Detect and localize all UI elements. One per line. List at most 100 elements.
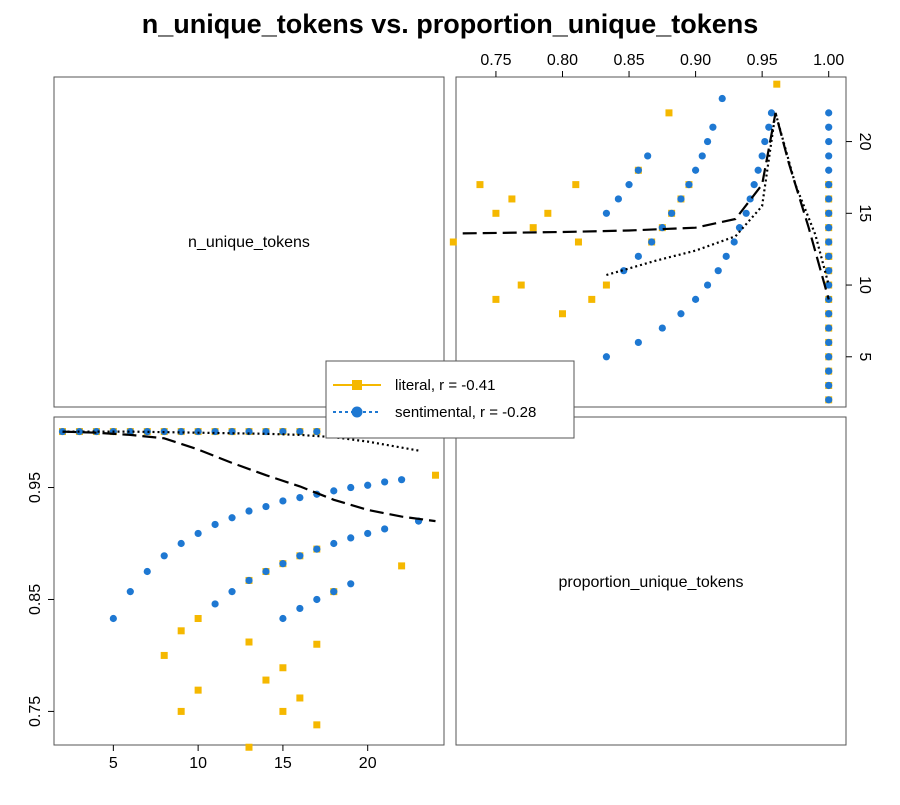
point-sentimental-top — [825, 109, 833, 117]
chart-title: n_unique_tokens vs. proportion_unique_to… — [142, 9, 759, 39]
diag-label-n: n_unique_tokens — [188, 234, 310, 251]
point-sentimental-bottom — [279, 614, 287, 623]
point-sentimental-bottom — [279, 560, 287, 568]
point-sentimental-top — [825, 137, 833, 146]
point-sentimental-bottom — [279, 427, 287, 436]
point-literal-bottom — [398, 562, 406, 570]
point-sentimental-top — [698, 152, 706, 160]
point-sentimental-top — [761, 137, 769, 146]
axes: 5 10 15 20 0.75 0.85 0.95 0.75 0.80 0.85 0.90 0.95 1… — [27, 52, 873, 772]
smooth-sentimental-top — [606, 112, 830, 286]
point-literal-bottom — [279, 664, 287, 672]
point-sentimental-bottom — [211, 520, 219, 529]
point-sentimental-bottom — [228, 514, 236, 522]
y-tick-label-p: 0.75 — [27, 696, 44, 727]
point-literal-bottom — [245, 743, 253, 751]
point-sentimental-bottom — [245, 507, 253, 515]
point-sentimental-top — [668, 209, 676, 217]
point-sentimental-bottom — [364, 529, 372, 538]
diag-label-p: proportion_unique_tokens — [558, 574, 743, 591]
point-literal-top — [492, 209, 500, 217]
smooth-literal-bottom — [62, 430, 436, 523]
point-sentimental-bottom — [364, 481, 372, 489]
point-literal-top — [449, 238, 457, 246]
point-sentimental-bottom — [330, 539, 338, 548]
point-sentimental-bottom — [143, 427, 151, 436]
x-tick-label-p-top: 0.75 — [480, 52, 511, 69]
legend-literal-label: literal, r = -0.41 — [395, 377, 495, 394]
point-literal-top — [517, 281, 525, 289]
point-sentimental-top — [644, 152, 652, 160]
point-sentimental-bottom — [109, 614, 117, 623]
point-sentimental-top — [709, 123, 717, 131]
point-sentimental-bottom — [194, 427, 202, 436]
point-sentimental-bottom — [126, 427, 134, 436]
point-literal-top — [588, 295, 596, 303]
point-sentimental-bottom — [330, 588, 338, 596]
y-tick-label-n-right: 10 — [856, 276, 873, 294]
point-literal-top — [558, 310, 566, 318]
point-sentimental-bottom — [211, 600, 219, 608]
point-sentimental-top — [677, 195, 685, 203]
point-literal-top — [572, 181, 580, 189]
point-sentimental-top — [714, 267, 722, 275]
legend: literal, r = -0.41 sentimental, r = -0.2… — [325, 360, 575, 439]
point-sentimental-bottom — [262, 567, 270, 576]
x-tick-label-n: 5 — [109, 755, 118, 772]
point-sentimental-bottom — [126, 588, 134, 596]
point-sentimental-top — [825, 123, 833, 131]
point-sentimental-bottom — [177, 539, 185, 548]
point-sentimental-top — [658, 324, 666, 332]
point-literal-top — [665, 109, 673, 117]
point-sentimental-bottom — [228, 588, 236, 596]
point-sentimental-bottom — [347, 580, 355, 588]
point-literal-top — [602, 281, 610, 289]
point-sentimental-top — [767, 109, 776, 117]
point-sentimental-top — [602, 209, 611, 217]
point-sentimental-bottom — [296, 604, 304, 613]
point-sentimental-top — [825, 252, 833, 260]
point-literal-bottom — [279, 707, 287, 715]
point-sentimental-top — [750, 181, 758, 189]
point-sentimental-bottom — [313, 545, 321, 553]
point-sentimental-top — [825, 267, 833, 275]
point-sentimental-top — [825, 396, 833, 404]
point-sentimental-bottom — [381, 478, 389, 486]
y-tick-label-n-right: 5 — [856, 352, 873, 361]
legend-sentimental-label: sentimental, r = -0.28 — [395, 404, 536, 421]
point-sentimental-bottom — [58, 427, 67, 436]
point-sentimental-bottom — [245, 576, 253, 585]
x-tick-label-p-top: 0.90 — [680, 52, 711, 69]
point-sentimental-bottom — [398, 476, 406, 484]
point-sentimental-top — [825, 281, 833, 289]
point-sentimental-top — [614, 195, 622, 203]
point-literal-top — [574, 238, 582, 246]
x-tick-label-p-top: 1.00 — [813, 52, 844, 69]
point-sentimental-top — [648, 238, 656, 246]
point-sentimental-top — [825, 181, 833, 189]
legend-sentimental-marker — [351, 406, 363, 418]
point-sentimental-top — [825, 166, 833, 174]
x-tick-label-p-top: 0.80 — [547, 52, 578, 69]
point-sentimental-top — [765, 123, 773, 131]
point-sentimental-bottom — [330, 487, 338, 495]
point-sentimental-bottom — [228, 427, 236, 436]
point-sentimental-top — [825, 238, 833, 246]
point-sentimental-bottom — [160, 552, 168, 560]
point-sentimental-top — [825, 353, 833, 361]
point-literal-top — [544, 209, 552, 217]
point-sentimental-top — [825, 381, 833, 390]
point-sentimental-bottom — [347, 534, 355, 542]
point-literal-bottom — [313, 640, 321, 648]
point-sentimental-top — [602, 353, 611, 361]
point-sentimental-bottom — [296, 427, 304, 436]
point-sentimental-bottom — [296, 494, 304, 502]
point-sentimental-top — [691, 295, 700, 303]
point-sentimental-top — [685, 181, 693, 189]
point-sentimental-bottom — [296, 552, 304, 560]
point-literal-bottom — [177, 627, 185, 635]
point-sentimental-top — [730, 238, 738, 246]
panel-top-left — [53, 76, 445, 408]
point-sentimental-top — [825, 310, 833, 318]
point-sentimental-top — [825, 152, 833, 160]
